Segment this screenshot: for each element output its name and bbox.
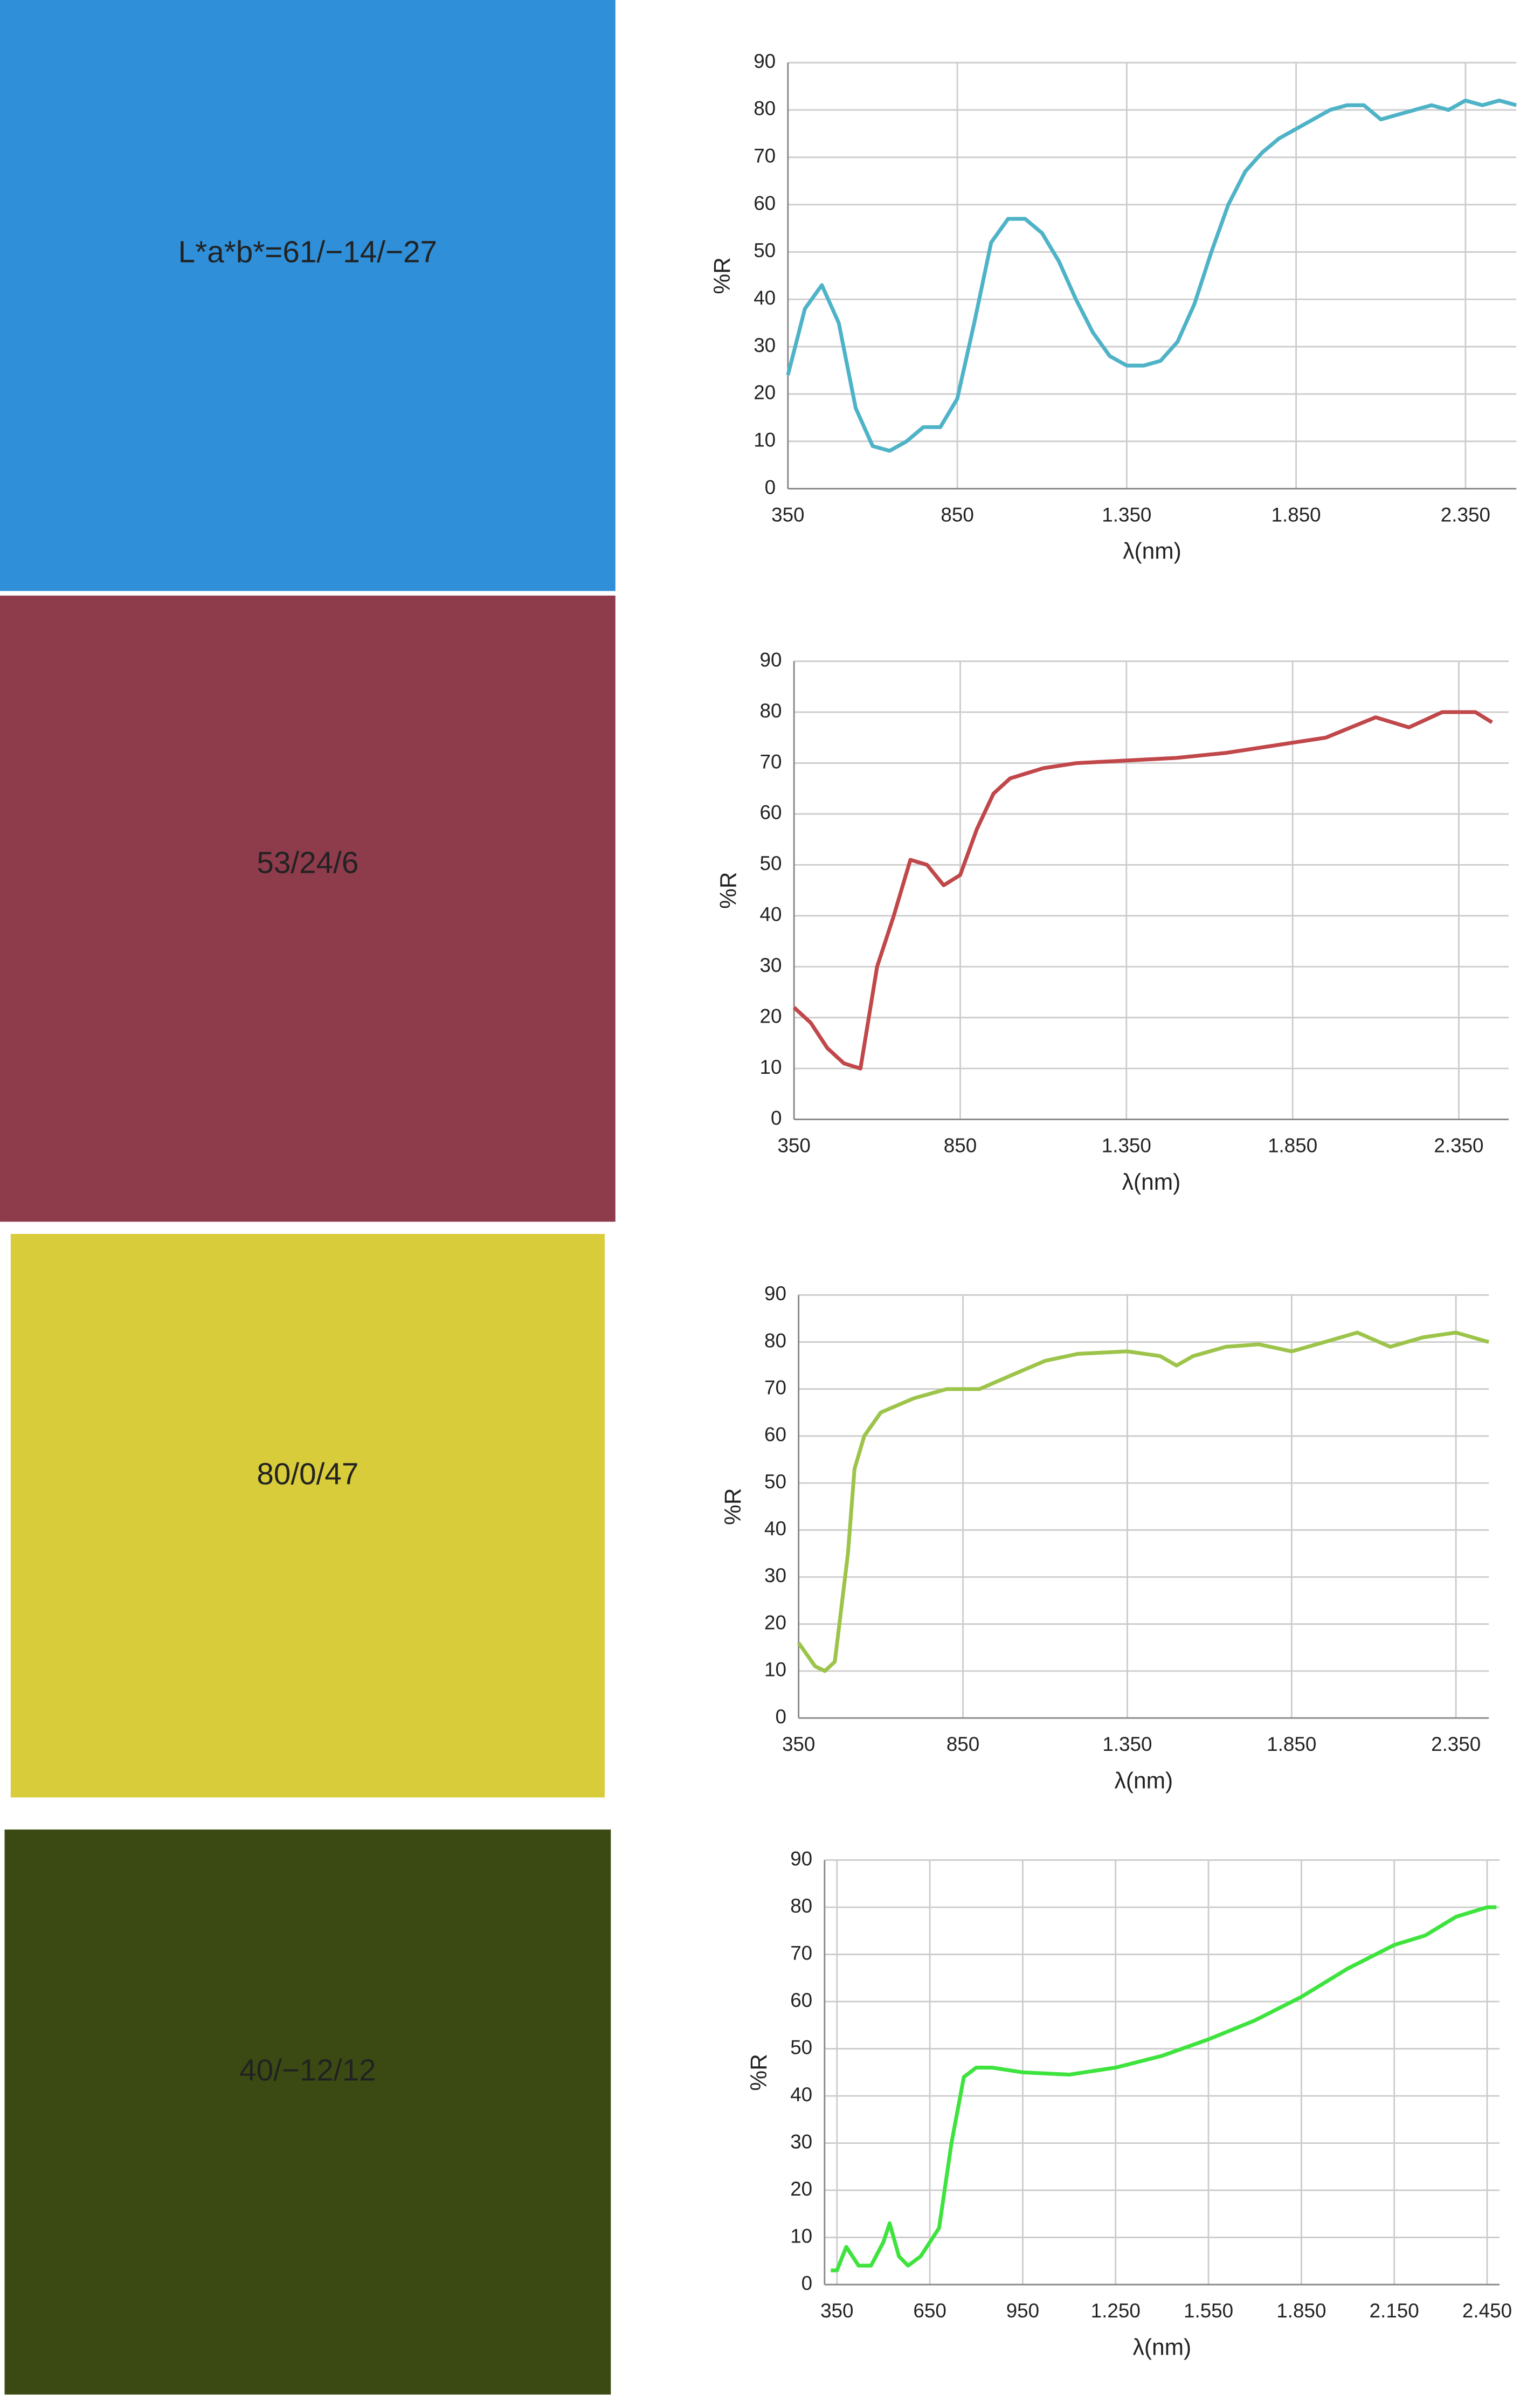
x-tick-label: 350 <box>782 1733 815 1755</box>
y-axis-label: %R <box>747 2054 772 2090</box>
x-tick-label: 1.350 <box>1102 503 1151 526</box>
x-tick-label: 1.850 <box>1272 503 1321 526</box>
spectrum-line <box>797 1330 1490 1673</box>
y-tick-label: 70 <box>760 750 782 772</box>
y-tick-label: 30 <box>760 954 782 976</box>
y-tick-label: 0 <box>801 2272 812 2294</box>
x-tick-label: 1.350 <box>1102 1733 1152 1755</box>
tile-label: 53/24/6 <box>257 846 358 880</box>
x-tick-label: 1.250 <box>1091 2300 1141 2322</box>
x-tick-label: 1.850 <box>1276 2300 1326 2322</box>
x-tick-label: 1.350 <box>1102 1134 1151 1156</box>
y-tick-label: 40 <box>754 287 776 309</box>
y-tick-label: 80 <box>790 1895 812 1917</box>
x-tick-label: 350 <box>777 1134 810 1156</box>
y-tick-label: 30 <box>764 1564 786 1586</box>
y-tick-label: 50 <box>754 239 776 261</box>
y-tick-label: 90 <box>764 1282 786 1305</box>
x-tick-label: 850 <box>941 503 973 526</box>
y-tick-label: 0 <box>771 1107 782 1129</box>
x-tick-label: 350 <box>820 2300 853 2322</box>
y-tick-label: 70 <box>790 1942 812 1964</box>
x-tick-label: 850 <box>944 1134 977 1156</box>
x-tick-label: 1.850 <box>1268 1134 1317 1156</box>
color-tile <box>0 595 616 1222</box>
x-tick-label: 2.350 <box>1434 1134 1483 1156</box>
x-tick-label: 350 <box>771 503 804 526</box>
y-tick-label: 20 <box>754 382 776 404</box>
y-tick-label: 90 <box>790 1847 812 1869</box>
spectrum-line <box>831 1905 1497 2273</box>
x-tick-label: 850 <box>946 1733 979 1755</box>
y-axis-label: %R <box>710 257 735 294</box>
x-tick-label: 2.150 <box>1370 2300 1419 2322</box>
y-tick-label: 80 <box>760 700 782 722</box>
y-tick-label: 40 <box>760 903 782 926</box>
y-tick-label: 90 <box>760 648 782 671</box>
x-tick-label: 950 <box>1006 2300 1039 2322</box>
color-tile <box>4 1829 611 2395</box>
y-tick-label: 0 <box>765 476 776 498</box>
y-tick-label: 30 <box>754 334 776 356</box>
x-axis-label: λ(nm) <box>1122 1170 1181 1195</box>
tile-label: 80/0/47 <box>257 1457 358 1491</box>
spectrum-line <box>792 710 1493 1071</box>
color-tile <box>10 1234 605 1798</box>
x-tick-label: 650 <box>913 2300 946 2322</box>
x-tick-label: 1.850 <box>1267 1733 1316 1755</box>
tile-label: L*a*b*=61/−14/−27 <box>178 235 437 269</box>
y-tick-label: 80 <box>764 1329 786 1351</box>
y-tick-label: 70 <box>754 145 776 167</box>
y-tick-label: 40 <box>790 2083 812 2106</box>
y-tick-label: 50 <box>790 2036 812 2058</box>
y-tick-label: 60 <box>764 1424 786 1446</box>
y-tick-label: 20 <box>790 2178 812 2200</box>
y-tick-label: 60 <box>760 802 782 824</box>
y-tick-label: 10 <box>790 2225 812 2247</box>
y-tick-label: 70 <box>764 1376 786 1398</box>
y-tick-label: 40 <box>764 1517 786 1540</box>
x-tick-label: 2.350 <box>1441 503 1490 526</box>
y-tick-label: 90 <box>754 50 776 72</box>
tile-label: 40/−12/12 <box>239 2054 376 2088</box>
x-tick-label: 2.350 <box>1431 1733 1481 1755</box>
y-axis-label: %R <box>716 872 741 908</box>
y-tick-label: 10 <box>754 429 776 451</box>
y-tick-label: 50 <box>760 852 782 874</box>
color-tile <box>0 0 616 591</box>
x-axis-label: λ(nm) <box>1115 1768 1173 1793</box>
y-tick-label: 80 <box>754 98 776 120</box>
y-tick-label: 10 <box>764 1659 786 1681</box>
y-tick-label: 0 <box>776 1706 786 1728</box>
y-tick-label: 50 <box>764 1471 786 1493</box>
spectrum-line <box>786 98 1517 453</box>
y-tick-label: 60 <box>754 192 776 214</box>
x-tick-label: 1.550 <box>1184 2300 1233 2322</box>
x-axis-label: λ(nm) <box>1123 539 1181 564</box>
x-axis-label: λ(nm) <box>1133 2335 1192 2360</box>
x-tick-label: 2.450 <box>1462 2300 1512 2322</box>
y-axis-label: %R <box>721 1488 746 1524</box>
y-tick-label: 20 <box>760 1005 782 1027</box>
y-tick-label: 20 <box>764 1611 786 1633</box>
y-tick-label: 60 <box>790 1989 812 2011</box>
y-tick-label: 30 <box>790 2130 812 2152</box>
y-tick-label: 10 <box>760 1056 782 1078</box>
